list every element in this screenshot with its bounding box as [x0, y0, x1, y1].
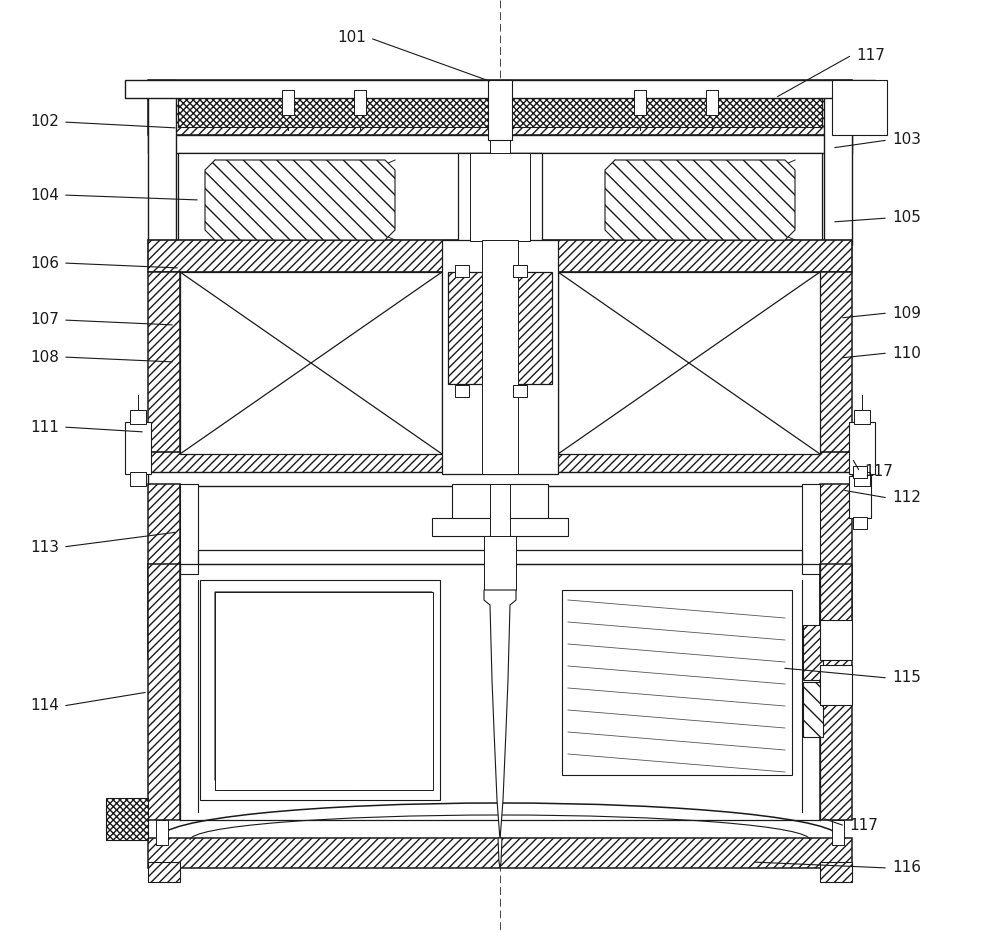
Bar [148, 472, 852, 486]
Bar [458, 153, 542, 241]
Text: 115: 115 [892, 670, 921, 686]
Text: 105: 105 [892, 211, 921, 226]
Text: 109: 109 [892, 306, 921, 321]
Text: 111: 111 [30, 419, 59, 434]
Bar [448, 272, 488, 384]
Text: 108: 108 [30, 350, 59, 364]
Polygon shape [205, 160, 395, 240]
Bar [148, 80, 852, 135]
Bar [148, 452, 852, 474]
Polygon shape [605, 160, 795, 240]
Bar [558, 272, 820, 454]
Text: 104: 104 [30, 187, 59, 202]
Bar [820, 665, 852, 705]
Bar [495, 553, 505, 569]
Bar [452, 484, 548, 524]
Bar [148, 484, 180, 659]
Text: 106: 106 [30, 255, 59, 270]
Bar [803, 682, 823, 737]
Bar [130, 472, 146, 486]
Bar [148, 240, 852, 272]
Bar [820, 564, 852, 820]
Bar [180, 484, 198, 574]
Text: 114: 114 [30, 698, 59, 714]
Bar [130, 410, 146, 424]
Bar [470, 153, 530, 241]
Bar [854, 472, 870, 486]
Bar [832, 80, 887, 135]
Bar [849, 422, 875, 474]
Bar [820, 620, 852, 660]
Bar [180, 272, 442, 454]
Bar [148, 80, 176, 245]
Bar [849, 476, 871, 518]
Bar [484, 536, 516, 590]
Text: 101: 101 [337, 31, 366, 46]
Text: 110: 110 [892, 346, 921, 361]
Bar [282, 90, 294, 115]
Bar [832, 820, 844, 845]
Bar [148, 272, 180, 454]
Bar [490, 80, 510, 390]
Bar [824, 80, 852, 245]
Bar [148, 862, 180, 882]
Bar [490, 484, 510, 566]
Text: 113: 113 [30, 540, 59, 555]
Bar [354, 90, 366, 115]
Bar [854, 410, 870, 424]
Bar [513, 385, 527, 397]
Bar [803, 625, 823, 680]
Bar [125, 422, 151, 474]
Text: 117: 117 [849, 818, 878, 833]
Bar [820, 272, 852, 454]
Text: 112: 112 [892, 490, 921, 505]
Bar [125, 80, 875, 98]
Bar [200, 580, 440, 800]
Bar [512, 272, 552, 384]
Bar [634, 90, 646, 115]
Bar [853, 517, 867, 529]
Text: 117: 117 [864, 464, 893, 479]
Bar [820, 484, 852, 659]
Polygon shape [484, 590, 516, 840]
Bar [820, 862, 852, 882]
Text: 116: 116 [892, 860, 921, 875]
Bar [106, 798, 148, 840]
Bar [455, 385, 469, 397]
Bar [455, 265, 469, 277]
Bar [513, 265, 527, 277]
Bar [562, 590, 792, 775]
Bar [482, 240, 518, 474]
Bar [853, 466, 867, 478]
Bar [148, 564, 180, 820]
Bar [148, 838, 852, 868]
Bar [198, 550, 802, 564]
Text: 117: 117 [856, 48, 885, 62]
Polygon shape [215, 592, 432, 790]
Bar [148, 135, 852, 153]
Bar [215, 592, 433, 790]
Polygon shape [498, 838, 502, 868]
Bar [178, 92, 822, 127]
Bar [488, 80, 512, 140]
Bar [802, 484, 820, 574]
Text: 102: 102 [30, 115, 59, 130]
Bar [178, 153, 822, 241]
Bar [432, 518, 568, 536]
Bar [442, 240, 558, 474]
Bar [706, 90, 718, 115]
Bar [156, 820, 168, 845]
Text: 107: 107 [30, 312, 59, 327]
Text: 103: 103 [892, 132, 921, 147]
